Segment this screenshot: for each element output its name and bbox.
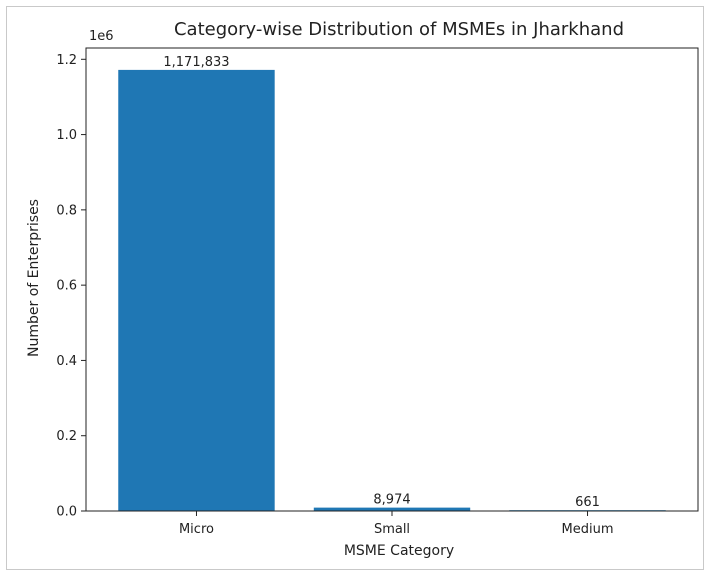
bar-value-label-micro: 1,171,833 — [163, 55, 229, 70]
y-tick-label: 1.2 — [56, 53, 77, 68]
x-tick-label-small: Small — [374, 522, 410, 537]
y-tick-label: 0.2 — [56, 429, 77, 444]
bar-value-label-medium: 661 — [575, 495, 600, 510]
y-tick-label: 0.8 — [56, 203, 77, 218]
figure-border — [6, 6, 704, 570]
chart-title: Category-wise Distribution of MSMEs in J… — [174, 19, 624, 40]
bar-value-label-small: 8,974 — [373, 493, 410, 508]
x-axis-label: MSME Category — [344, 543, 454, 559]
x-tick-label-micro: Micro — [179, 522, 214, 537]
bar-small — [313, 507, 471, 511]
y-axis-ticks: 0.0 0.2 0.4 0.6 0.8 1.0 1.2 — [56, 53, 86, 520]
bars-group — [118, 69, 666, 511]
bar-labels-group: 1,171,833 8,974 661 — [163, 55, 600, 510]
y-tick-label: 0.0 — [56, 505, 77, 520]
y-axis-offset-label: 1e6 — [89, 29, 114, 44]
plot-area-frame — [85, 47, 699, 512]
bar-micro — [118, 69, 275, 511]
x-axis-ticks: Micro Small Medium — [179, 511, 614, 537]
y-axis-label: Number of Enterprises — [26, 199, 42, 357]
x-tick-label-medium: Medium — [562, 522, 614, 537]
y-tick-label: 0.6 — [56, 279, 77, 294]
y-tick-label: 0.4 — [56, 354, 77, 369]
y-tick-label: 1.0 — [56, 128, 77, 143]
